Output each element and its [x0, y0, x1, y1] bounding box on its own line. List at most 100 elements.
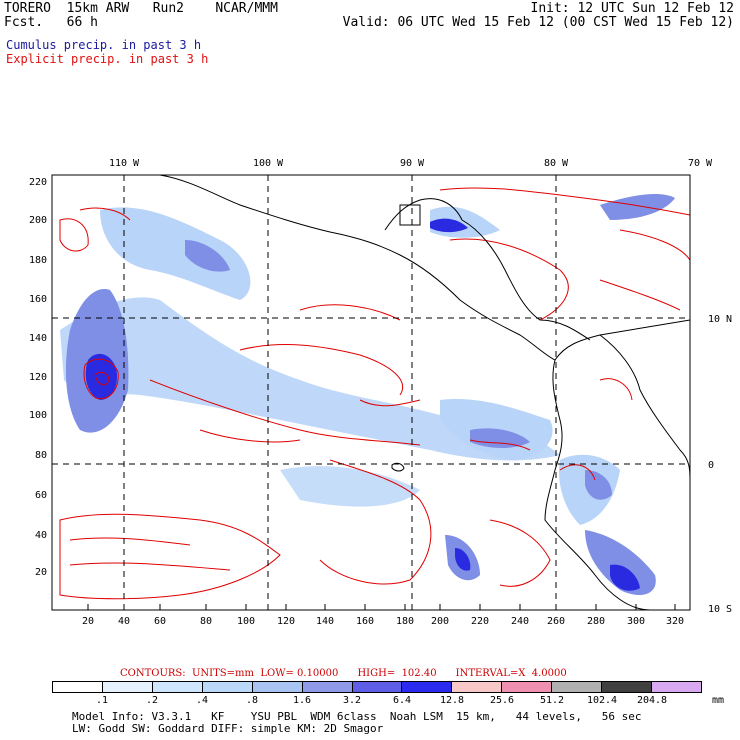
colorbar-label: 204.8 [636, 695, 668, 706]
xtick-label: 180 [396, 616, 414, 627]
colorbar-swatch [252, 682, 303, 692]
contour-storm-west [83, 358, 119, 400]
ytick-label: 40 [35, 530, 47, 541]
lat-lon-grid [52, 175, 690, 610]
colorbar-swatch [302, 682, 353, 692]
x-axis-ticks [87, 604, 676, 610]
ytick-label: 200 [29, 215, 47, 226]
model-info: Model Info: V3.3.1 KF YSU PBL WDM 6class… [72, 711, 642, 735]
map-frame [51, 174, 691, 611]
xtick-label: 300 [627, 616, 645, 627]
xtick-label: 220 [471, 616, 489, 627]
colorbar-swatch [602, 682, 653, 692]
north-band [100, 207, 251, 300]
ne-area-core [430, 218, 468, 233]
central-band-mid [470, 428, 530, 448]
model-info-line1: Model Info: V3.3.1 KF YSU PBL WDM 6class… [72, 710, 642, 723]
colorbar-swatch [402, 682, 453, 692]
xtick-label: 80 [200, 616, 212, 627]
xtick-label: 280 [587, 616, 605, 627]
colorbar [52, 681, 702, 693]
colorbar-swatch [152, 682, 203, 692]
north-band-mid [185, 240, 230, 272]
cumulus-legend: Cumulus precip. in past 3 h [6, 38, 202, 52]
xtick-label: 120 [277, 616, 295, 627]
colorbar-label: 25.6 [489, 695, 515, 706]
xtick-label: 240 [511, 616, 529, 627]
colorbar-swatch [552, 682, 603, 692]
colorbar-swatch [652, 682, 701, 692]
lon-label-110w: 110 W [109, 158, 140, 169]
xtick-label: 60 [154, 616, 166, 627]
colorbar-unit: mm [711, 695, 725, 706]
ytick-label: 180 [29, 255, 47, 266]
coastlines [159, 174, 691, 611]
peru-area [585, 530, 656, 595]
mexico-coast [159, 174, 556, 361]
lon-label-100w: 100 W [253, 158, 284, 169]
colorbar-label: 12.8 [439, 695, 465, 706]
init-time: Init: 12 UTC Sun 12 Feb 12 [530, 1, 735, 16]
ytick-label: 80 [35, 450, 47, 461]
lon-label-70w: 70 W [688, 158, 713, 169]
colorbar-label: 51.2 [539, 695, 565, 706]
itcz-band-west [60, 297, 560, 461]
explicit-legend: Explicit precip. in past 3 h [6, 52, 209, 66]
ecuador-area-mid [585, 470, 612, 500]
ytick-label: 120 [29, 372, 47, 383]
yucatan-gulf [384, 198, 463, 231]
ytick-label: 60 [35, 490, 47, 501]
colorbar-swatch [102, 682, 153, 692]
contours-note: CONTOURS: UNITS=mm LOW= 0.10000 HIGH= 10… [120, 668, 567, 679]
lat-label-10n: 10 N [708, 314, 732, 325]
contour-nw-region [59, 207, 131, 252]
colorbar-label: 102.4 [586, 695, 618, 706]
ytick-label: 140 [29, 333, 47, 344]
south-america [544, 319, 691, 611]
contour-sw-region [59, 513, 281, 600]
lat-label-10s: 10 S [708, 604, 732, 615]
contour-caribbean [439, 187, 691, 321]
ytick-label: 20 [35, 567, 47, 578]
sw-band [280, 466, 420, 507]
valid-time: Valid: 06 UTC Wed 15 Feb 12 (00 CST Wed … [342, 15, 734, 30]
central-america-north [461, 219, 591, 341]
south-storm-core [455, 548, 471, 571]
forecast-hour: Fcst. 66 h [4, 15, 98, 30]
colorbar-label: .1 [95, 695, 109, 706]
header-left: TORERO 15km ARW Run2 NCAR/MMM Fcst. 66 h [4, 2, 278, 30]
lon-label-80w: 80 W [544, 158, 569, 169]
galapagos [391, 462, 405, 472]
colorbar-label: .4 [195, 695, 209, 706]
contour-east-pacific [489, 378, 633, 587]
colorbar-swatch [502, 682, 553, 692]
explicit-precip-contours [59, 187, 691, 600]
model-info-line2: LW: Godd SW: Goddard DIFF: simple KM: 2D… [72, 722, 384, 735]
xtick-label: 200 [431, 616, 449, 627]
run-title: TORERO 15km ARW Run2 NCAR/MMM [4, 1, 278, 16]
xtick-label: 40 [118, 616, 130, 627]
colorbar-label: 3.2 [342, 695, 362, 706]
xtick-label: 260 [547, 616, 565, 627]
colorbar-label: 1.6 [292, 695, 312, 706]
xtick-label: 100 [237, 616, 255, 627]
colorbar-label: 6.4 [392, 695, 412, 706]
colorbar-swatch [352, 682, 403, 692]
xtick-label: 140 [316, 616, 334, 627]
colorbar-labels: .1 .2 .4 .8 1.6 3.2 6.4 12.8 25.6 51.2 102.4 204.8 m… [0, 695, 740, 707]
lon-label-90w: 90 W [400, 158, 425, 169]
colorbar-label: .8 [245, 695, 259, 706]
contour-itcz [149, 379, 531, 451]
caribbean-east [600, 194, 675, 220]
cumulus-precip-fills [60, 194, 675, 595]
colorbar-swatch [53, 682, 103, 692]
colorbar-label: .2 [145, 695, 159, 706]
ytick-label: 220 [29, 177, 47, 188]
peru-area-core [610, 564, 640, 591]
colorbar-swatch [202, 682, 253, 692]
storm-west-core [85, 353, 118, 400]
ytick-label: 160 [29, 294, 47, 305]
xtick-label: 20 [82, 616, 94, 627]
xtick-label: 160 [356, 616, 374, 627]
